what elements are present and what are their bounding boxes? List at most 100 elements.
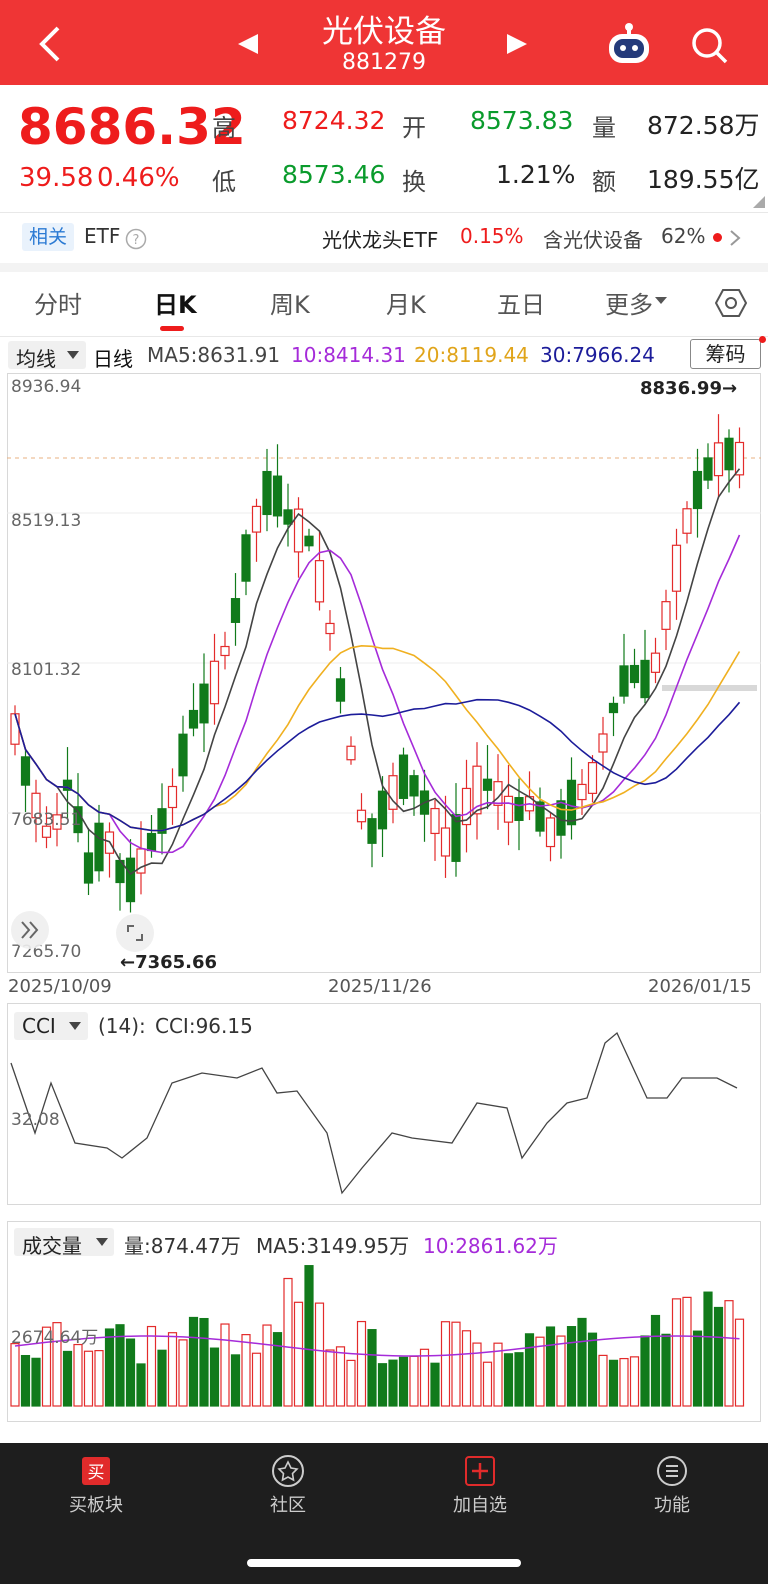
candle-body (20, 756, 31, 786)
candle-body (398, 754, 409, 799)
candle-body (262, 470, 272, 516)
volume-bar (692, 1330, 703, 1407)
ma20-value: 20:8119.44 (414, 343, 529, 367)
back-arrow-icon[interactable] (34, 24, 64, 64)
related-badge: 相关 (22, 223, 74, 251)
volume-ma10: 10:2861.62万 (423, 1234, 558, 1258)
vol-ma10-line (14, 1335, 740, 1357)
functions-icon (657, 1456, 687, 1486)
cci-panel[interactable] (7, 1003, 761, 1205)
tab-intraday[interactable]: 分时 (34, 291, 82, 319)
volume-bar (73, 1343, 83, 1407)
tab-daily[interactable]: 日K (154, 291, 197, 319)
candle-body (692, 470, 703, 510)
turnover-value: 1.21% (496, 160, 576, 189)
candle-body (209, 660, 220, 705)
candle-body (409, 775, 419, 797)
candle-body (31, 792, 41, 819)
corner-expand-icon (753, 196, 765, 208)
candle-body (545, 817, 556, 848)
home-indicator[interactable] (247, 1559, 521, 1567)
volume-bar (503, 1353, 514, 1407)
etf-name[interactable]: 光伏龙头ETF (322, 228, 439, 252)
tab-monthly[interactable]: 月K (386, 291, 426, 319)
volume-bar (451, 1321, 461, 1407)
volume-bar (493, 1342, 503, 1407)
prev-icon[interactable] (236, 32, 260, 56)
volume-bar (398, 1356, 409, 1407)
tab-five-day[interactable]: 五日 (497, 291, 545, 319)
candle-body (199, 683, 209, 724)
divider (0, 212, 768, 213)
expand-icon[interactable] (115, 913, 155, 953)
candle-body (472, 765, 482, 815)
svg-text:买: 买 (88, 1463, 105, 1483)
candle-body (83, 852, 94, 884)
candle-body (482, 778, 493, 791)
volume-bar (31, 1357, 41, 1407)
volume-bar (682, 1296, 692, 1407)
volume-bar (724, 1300, 734, 1407)
help-icon[interactable]: ? (125, 228, 147, 250)
chip-band (662, 685, 757, 691)
candle-body (734, 441, 745, 476)
tab-weekly[interactable]: 周K (270, 291, 310, 319)
volume-bar (524, 1333, 535, 1407)
volume-selector[interactable]: 成交量 (14, 1228, 114, 1258)
candle-body (241, 534, 251, 582)
collapse-icon[interactable] (10, 910, 50, 950)
volume-label: 量 (592, 114, 616, 142)
volume-bar (472, 1342, 482, 1407)
period-label: 日线 (93, 347, 133, 371)
volume-bar (125, 1338, 136, 1407)
high-value: 8724.32 (282, 106, 386, 135)
volume-bar (419, 1348, 430, 1407)
volume-bar (146, 1325, 157, 1407)
candle-body (94, 822, 104, 872)
candle-body (503, 795, 514, 823)
kline-chart[interactable] (7, 373, 761, 973)
volume-bar (608, 1359, 619, 1407)
buy-icon: 买 (82, 1457, 110, 1485)
cci-chart (10, 1031, 738, 1195)
date-start: 2025/10/09 (8, 976, 112, 997)
next-icon[interactable] (505, 32, 529, 56)
chevron-right-icon[interactable] (728, 228, 742, 248)
candle-body (629, 664, 640, 684)
candle-body (188, 709, 199, 729)
robot-icon[interactable] (606, 22, 652, 66)
candle-body (377, 790, 388, 830)
tab-more[interactable]: 更多 (605, 291, 653, 319)
candle-body (157, 808, 167, 834)
turnover-label: 换 (402, 168, 426, 196)
chevron-down-icon (655, 297, 667, 304)
volume-bar (136, 1363, 146, 1407)
low-marker: ←7365.66 (120, 952, 218, 973)
chip-button[interactable]: 筹码 (690, 339, 761, 369)
candle-body (451, 814, 461, 862)
volume-panel[interactable] (7, 1221, 761, 1422)
candle-body (430, 807, 440, 835)
ma5-line (14, 468, 741, 876)
volume-bar (713, 1306, 724, 1407)
svg-text:?: ? (133, 233, 140, 248)
volume-bar (587, 1332, 598, 1407)
volume-bar (220, 1323, 230, 1407)
kline-panel[interactable] (7, 373, 761, 973)
volume-bar (619, 1357, 629, 1407)
candle-body (346, 745, 356, 761)
volume-bar (377, 1363, 388, 1407)
price-change-pct: 0.46% (97, 163, 180, 193)
red-dot (713, 233, 722, 242)
candle-body (283, 509, 293, 525)
volume-value: 872.58万 (647, 111, 760, 140)
settings-hex-icon[interactable] (715, 287, 747, 319)
candle-body (577, 783, 587, 801)
search-icon[interactable] (690, 26, 730, 66)
page-title: 光伏设备 (322, 14, 446, 50)
volume-bar (199, 1317, 209, 1407)
high-label: 高 (212, 114, 236, 142)
volume-bar (545, 1326, 556, 1407)
volume-bar (293, 1301, 304, 1407)
y-label-2: 8519.13 (11, 511, 82, 531)
